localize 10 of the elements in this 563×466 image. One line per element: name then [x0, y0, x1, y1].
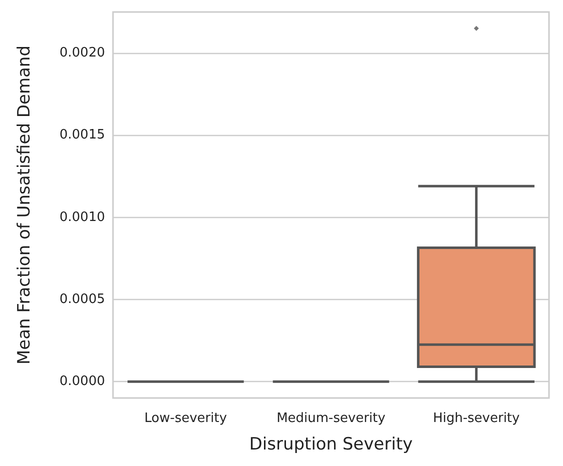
x-tick-label: Low-severity: [144, 411, 228, 426]
y-tick-label: 0.0000: [60, 374, 105, 390]
y-tick-label: 0.0020: [60, 46, 105, 61]
x-axis-title: Disruption Severity: [249, 434, 413, 454]
y-tick-label: 0.0015: [60, 128, 105, 143]
y-axis-title: Mean Fraction of Unsatisfied Demand: [14, 46, 34, 364]
x-tick-label: Medium-severity: [276, 411, 386, 426]
y-tick-label: 0.0010: [60, 210, 105, 225]
x-tick-label: High-severity: [432, 411, 520, 426]
y-tick-label: 0.0005: [60, 292, 105, 307]
